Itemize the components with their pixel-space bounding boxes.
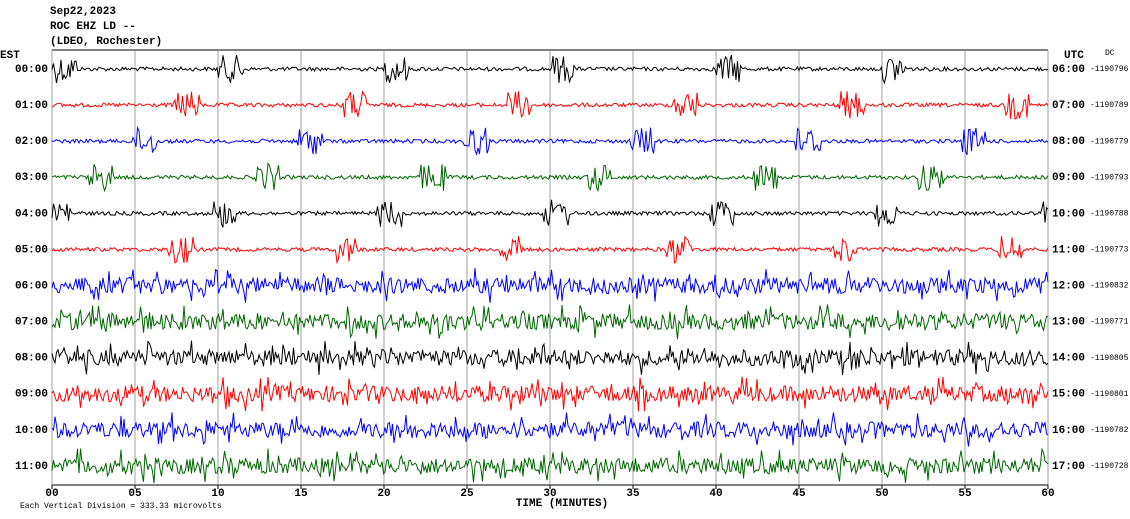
trace: [51, 412, 1049, 447]
utc-label: 09:00: [1052, 172, 1085, 184]
utc-label: 17:00: [1052, 461, 1085, 473]
utc-label: 16:00: [1052, 425, 1085, 437]
offset-label: -1190773: [1090, 246, 1129, 255]
right-axis-label: UTC: [1064, 50, 1084, 62]
est-label: 08:00: [15, 353, 48, 365]
trace: [51, 235, 1049, 265]
offset-label: -1190793: [1090, 173, 1129, 182]
station-label: (LDEO, Rochester): [50, 36, 162, 48]
offset-label: -1190832: [1090, 282, 1129, 291]
x-tick-label: 40: [709, 488, 722, 500]
trace: [51, 340, 1049, 376]
offset-label: -1190771: [1090, 318, 1129, 327]
est-label: 00:00: [15, 64, 48, 76]
utc-label: 10:00: [1052, 208, 1085, 220]
x-tick-label: 05: [128, 488, 142, 500]
utc-label: 11:00: [1052, 244, 1085, 256]
offset-label: -1190788: [1090, 209, 1129, 218]
trace: [51, 55, 1049, 85]
trace: [51, 162, 1049, 193]
utc-label: 06:00: [1052, 64, 1085, 76]
est-label: 03:00: [15, 172, 48, 184]
est-label: 10:00: [15, 425, 48, 437]
est-label: 04:00: [15, 208, 48, 220]
trace: [51, 376, 1049, 412]
dc-label: DC: [1105, 49, 1115, 58]
est-label: 09:00: [15, 389, 48, 401]
trace: [51, 268, 1049, 303]
utc-label: 13:00: [1052, 317, 1085, 329]
trace: [51, 90, 1049, 120]
est-label: 07:00: [15, 317, 48, 329]
chart-subtitle: ROC EHZ LD --: [50, 21, 136, 33]
offset-label: -1190805: [1090, 354, 1129, 363]
offset-label: -1190789: [1090, 101, 1129, 110]
offset-label: -1190728: [1090, 462, 1129, 471]
chart-title: Sep22,2023: [50, 6, 116, 18]
x-tick-label: 30: [543, 488, 556, 500]
est-label: 11:00: [15, 461, 48, 473]
x-tick-label: 00: [45, 488, 58, 500]
est-label: 05:00: [15, 244, 48, 256]
utc-label: 14:00: [1052, 353, 1085, 365]
utc-label: 15:00: [1052, 389, 1085, 401]
trace: [51, 199, 1049, 228]
trace: [51, 304, 1049, 340]
trace: [51, 125, 1049, 156]
x-tick-label: 55: [958, 488, 972, 500]
left-axis-label: EST: [0, 50, 20, 62]
est-label: 06:00: [15, 280, 48, 292]
offset-label: -1190779: [1090, 137, 1129, 146]
x-tick-label: 20: [377, 488, 390, 500]
est-label: 02:00: [15, 136, 48, 148]
x-tick-label: 15: [294, 488, 308, 500]
x-tick-label: 60: [1041, 488, 1054, 500]
x-tick-label: 35: [626, 488, 640, 500]
x-tick-label: 50: [875, 488, 888, 500]
utc-label: 12:00: [1052, 280, 1085, 292]
offset-label: -1190782: [1090, 426, 1129, 435]
offset-label: -1190796: [1090, 65, 1129, 74]
trace: [51, 447, 1049, 484]
utc-label: 08:00: [1052, 136, 1085, 148]
footer-note: Each Vertical Division = 333.33 microvol…: [20, 502, 222, 511]
utc-label: 07:00: [1052, 100, 1085, 112]
est-label: 01:00: [15, 100, 48, 112]
x-tick-label: 25: [460, 488, 474, 500]
x-tick-label: 45: [792, 488, 806, 500]
x-axis-label: TIME (MINUTES): [516, 498, 608, 510]
x-tick-label: 10: [211, 488, 224, 500]
offset-label: -1190801: [1090, 390, 1129, 399]
